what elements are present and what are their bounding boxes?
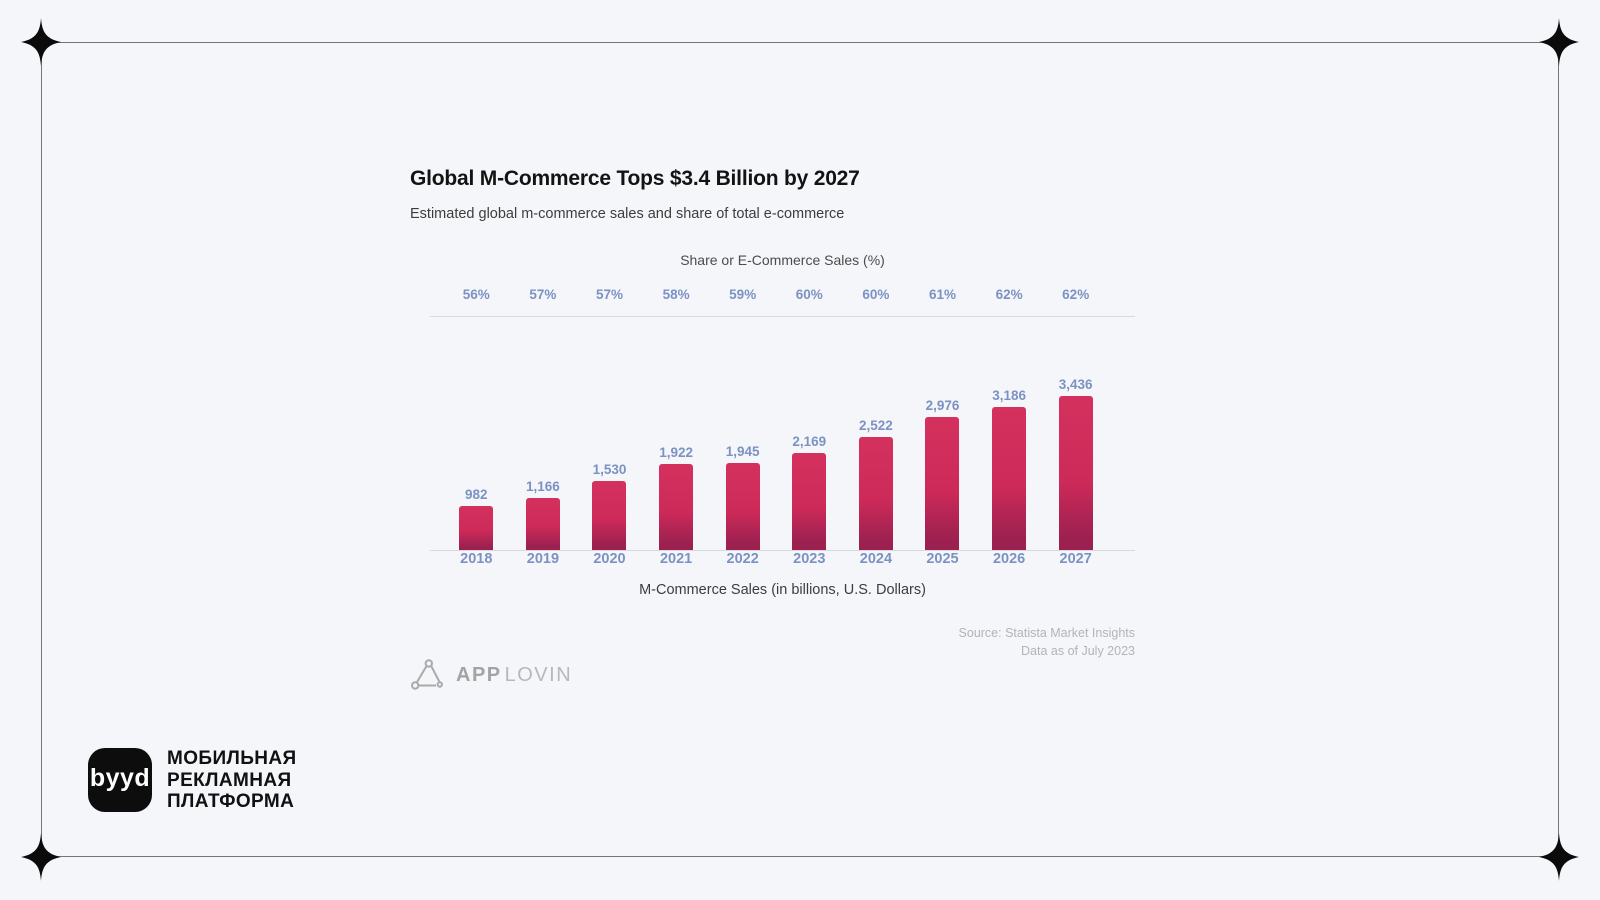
bar-column: 3,186 <box>976 370 1043 550</box>
bar-column: 1,922 <box>643 370 710 550</box>
source-line-2: Data as of July 2023 <box>1021 644 1135 658</box>
year-label: 2025 <box>926 551 959 567</box>
bar-value-label: 1,166 <box>525 479 560 494</box>
byyd-tagline-line-2: РЕКЛАМНАЯ <box>167 769 292 791</box>
bar <box>992 407 1027 550</box>
byyd-tagline: МОБИЛЬНАЯ РЕКЛАМНАЯ ПЛАТФОРМА <box>167 748 297 813</box>
year-label: 2021 <box>659 551 693 567</box>
share-percent-label: 60% <box>862 287 890 302</box>
applovin-wordmark: APP LOVIN <box>456 664 572 687</box>
bar-value-label: 1,945 <box>725 444 760 459</box>
sparkle-star-icon <box>21 833 61 881</box>
year-label: 2024 <box>859 551 893 567</box>
bars-row: 982 1,166 1,530 1,922 1,945 2,169 2,522 2,976 3,… <box>443 370 1109 550</box>
x-axis-title: M-Commerce Sales (in billions, U.S. Doll… <box>639 582 926 598</box>
bar-value-label: 3,186 <box>992 388 1026 403</box>
year-labels-row: 2018 2019 2020 2021 2022 2023 2024 2025 2026 2027 <box>443 551 1109 567</box>
source-line-1: Source: Statista Market Insights <box>958 626 1135 640</box>
share-percent-label: 60% <box>795 287 823 302</box>
share-percent-label: 56% <box>462 287 490 302</box>
bar-column: 982 <box>443 370 510 550</box>
applovin-triangle-icon <box>410 659 446 691</box>
sparkle-star-icon <box>21 18 61 66</box>
share-percent-label: 61% <box>928 287 956 302</box>
share-percent-label: 57% <box>529 287 557 302</box>
bar <box>525 498 560 550</box>
byyd-logo-icon: byyd <box>88 748 152 813</box>
byyd-tagline-line-3: ПЛАТФОРМА <box>167 791 295 812</box>
bar <box>1058 396 1093 550</box>
year-label: 2020 <box>593 551 626 567</box>
bar <box>792 453 827 550</box>
x-axis-baseline <box>430 550 1135 551</box>
share-percent-label: 58% <box>662 287 690 302</box>
share-axis-divider <box>430 316 1135 317</box>
applovin-logo: APP LOVIN <box>410 659 572 691</box>
bar-column: 2,169 <box>776 370 843 550</box>
bar <box>858 437 893 550</box>
bar-column: 3,436 <box>1042 370 1109 550</box>
applovin-lovin-text: LOVIN <box>504 663 573 686</box>
chart-subtitle: Estimated global m-commerce sales and sh… <box>410 206 845 222</box>
bar-column: 1,945 <box>709 370 776 550</box>
share-percent-row: 56% 57% 57% 58% 59% 60% 60% 61% 62% 62% <box>443 287 1109 302</box>
bar-value-label: 2,169 <box>792 434 827 449</box>
byyd-tagline-line-1: МОБИЛЬНАЯ <box>167 748 297 769</box>
bar <box>725 463 760 550</box>
share-percent-label: 59% <box>729 287 757 302</box>
bar-column: 2,522 <box>843 370 910 550</box>
year-label: 2026 <box>992 551 1026 567</box>
share-percent-label: 57% <box>595 287 623 302</box>
source-note: Source: Statista Market Insights Data as… <box>735 624 1135 660</box>
bar-value-label: 1,922 <box>659 445 693 460</box>
bar-column: 1,530 <box>576 370 643 550</box>
byyd-logo-block: byyd МОБИЛЬНАЯ РЕКЛАМНАЯ ПЛАТФОРМА <box>88 748 297 813</box>
chart-title: Global M-Commerce Tops $3.4 Billion by 2… <box>410 167 860 190</box>
bar <box>659 464 694 550</box>
bar <box>459 506 494 550</box>
share-axis-title: Share or E-Commerce Sales (%) <box>680 252 885 268</box>
applovin-app-text: APP <box>456 663 502 686</box>
bar <box>925 417 960 550</box>
sparkle-star-icon <box>1539 18 1579 66</box>
bar <box>592 481 627 550</box>
bar-value-label: 3,436 <box>1058 377 1093 392</box>
bar-column: 1,166 <box>510 370 577 550</box>
share-percent-label: 62% <box>995 287 1023 302</box>
bar-value-label: 2,522 <box>858 418 893 433</box>
byyd-logo-text: byyd <box>89 764 151 793</box>
year-label: 2019 <box>526 551 560 567</box>
year-label: 2022 <box>726 551 759 567</box>
bar-value-label: 1,530 <box>592 462 627 477</box>
decorative-frame <box>41 42 1559 857</box>
share-percent-label: 62% <box>1062 287 1090 302</box>
sparkle-star-icon <box>1539 833 1579 881</box>
year-label: 2018 <box>460 551 493 567</box>
year-label: 2027 <box>1059 551 1092 567</box>
bar-value-label: 2,976 <box>925 398 960 413</box>
bar-value-label: 982 <box>465 487 488 502</box>
year-label: 2023 <box>793 551 826 567</box>
bar-column: 2,976 <box>909 370 976 550</box>
